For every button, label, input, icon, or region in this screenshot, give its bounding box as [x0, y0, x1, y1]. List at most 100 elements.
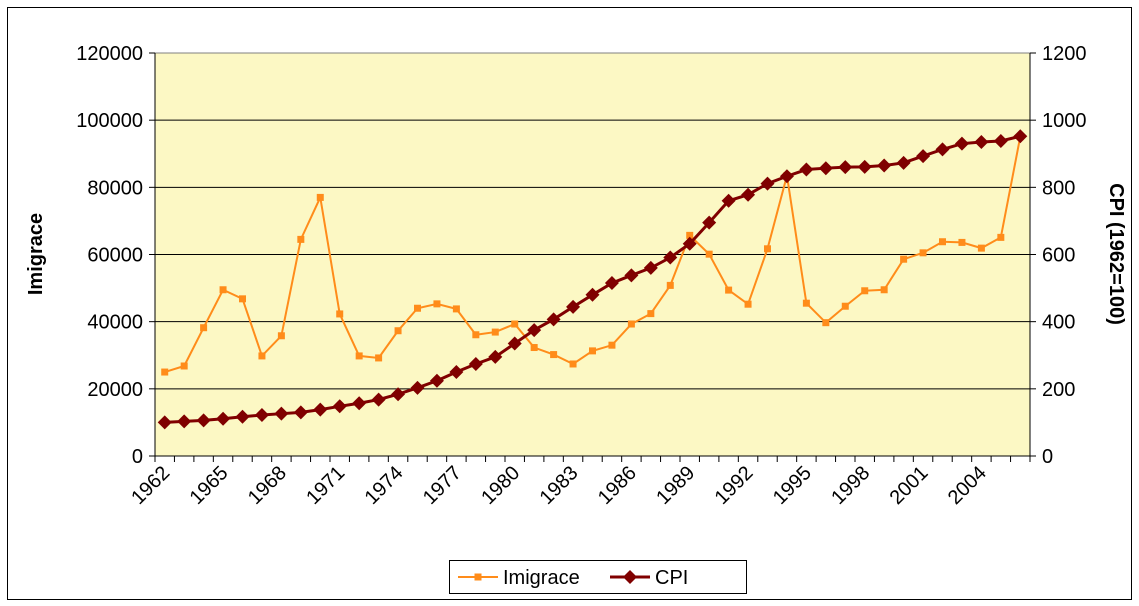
point: [527, 323, 542, 338]
point: [643, 260, 658, 275]
point: [779, 169, 794, 184]
point: [546, 312, 561, 327]
point: [702, 215, 717, 230]
point: [861, 287, 869, 295]
point: [157, 415, 172, 430]
legend: [449, 560, 747, 594]
point: [663, 250, 678, 265]
point: [838, 160, 853, 175]
point: [624, 268, 639, 283]
point: [488, 349, 503, 364]
point: [627, 320, 635, 328]
point: [721, 193, 736, 208]
point: [332, 399, 347, 414]
point: [939, 238, 946, 246]
y-axis-label: Imigrace: [25, 213, 47, 295]
legend-marker: [623, 570, 637, 584]
legend-label: Imigrace: [503, 567, 580, 589]
point: [585, 287, 600, 302]
point: [566, 299, 581, 314]
point: [239, 295, 246, 303]
point: [569, 360, 577, 368]
y-tick-label: 100000: [76, 110, 143, 132]
point: [841, 302, 849, 310]
point: [608, 341, 616, 349]
point: [177, 414, 192, 429]
y2-tick-label: 1200: [1042, 43, 1087, 65]
point: [764, 245, 771, 253]
point: [705, 250, 713, 258]
point: [491, 328, 499, 336]
point: [647, 310, 655, 318]
point: [682, 236, 697, 251]
point: [254, 408, 269, 423]
point: [507, 336, 522, 351]
point: [822, 319, 830, 327]
point: [900, 255, 908, 263]
y2-tick-label: 600: [1042, 245, 1075, 267]
point: [336, 310, 344, 318]
point: [391, 387, 406, 402]
point: [530, 344, 538, 352]
y-tick-label: 40000: [87, 312, 143, 334]
point: [880, 286, 888, 294]
point: [916, 149, 931, 164]
point: [313, 402, 328, 417]
y-tick-label: 0: [132, 446, 143, 468]
point: [993, 133, 1008, 148]
point: [954, 136, 969, 151]
y-tick-label: 120000: [76, 43, 143, 65]
point: [449, 365, 464, 380]
y2-tick-label: 400: [1042, 312, 1075, 334]
point: [293, 405, 308, 420]
point: [297, 235, 305, 243]
point: [919, 249, 927, 257]
y-tick-label: 60000: [87, 245, 143, 267]
point: [1013, 129, 1028, 144]
legend-marker: [474, 573, 482, 581]
point: [589, 347, 596, 355]
point: [414, 304, 421, 312]
point: [935, 142, 950, 157]
point: [371, 392, 386, 407]
y-tick-label: 80000: [87, 177, 143, 199]
point: [666, 281, 674, 289]
point: [974, 134, 989, 149]
point: [744, 300, 752, 308]
point: [219, 286, 227, 294]
point: [997, 233, 1005, 241]
point: [857, 159, 872, 174]
legend-label: CPI: [655, 567, 688, 589]
y2-tick-label: 1000: [1042, 110, 1087, 132]
point: [725, 286, 733, 294]
y2-tick-label: 0: [1042, 446, 1053, 468]
point: [977, 244, 985, 252]
point: [550, 351, 558, 359]
point: [958, 238, 966, 246]
point: [410, 380, 425, 395]
point: [352, 396, 367, 411]
point: [433, 300, 441, 308]
point: [802, 299, 810, 307]
point: [180, 362, 188, 370]
point: [355, 352, 363, 360]
point: [258, 352, 266, 360]
point: [196, 413, 211, 428]
point: [394, 327, 402, 335]
point: [375, 354, 383, 362]
point: [686, 231, 694, 239]
point: [277, 332, 285, 340]
point: [316, 193, 324, 201]
point: [274, 406, 289, 421]
point: [760, 176, 775, 191]
point: [452, 305, 460, 313]
point: [216, 411, 231, 426]
y-tick-label: 20000: [87, 379, 143, 401]
point: [200, 324, 208, 332]
point: [818, 161, 833, 176]
y2-tick-label: 200: [1042, 379, 1075, 401]
point: [877, 158, 892, 173]
point: [896, 155, 911, 170]
y2-tick-label: 800: [1042, 177, 1075, 199]
